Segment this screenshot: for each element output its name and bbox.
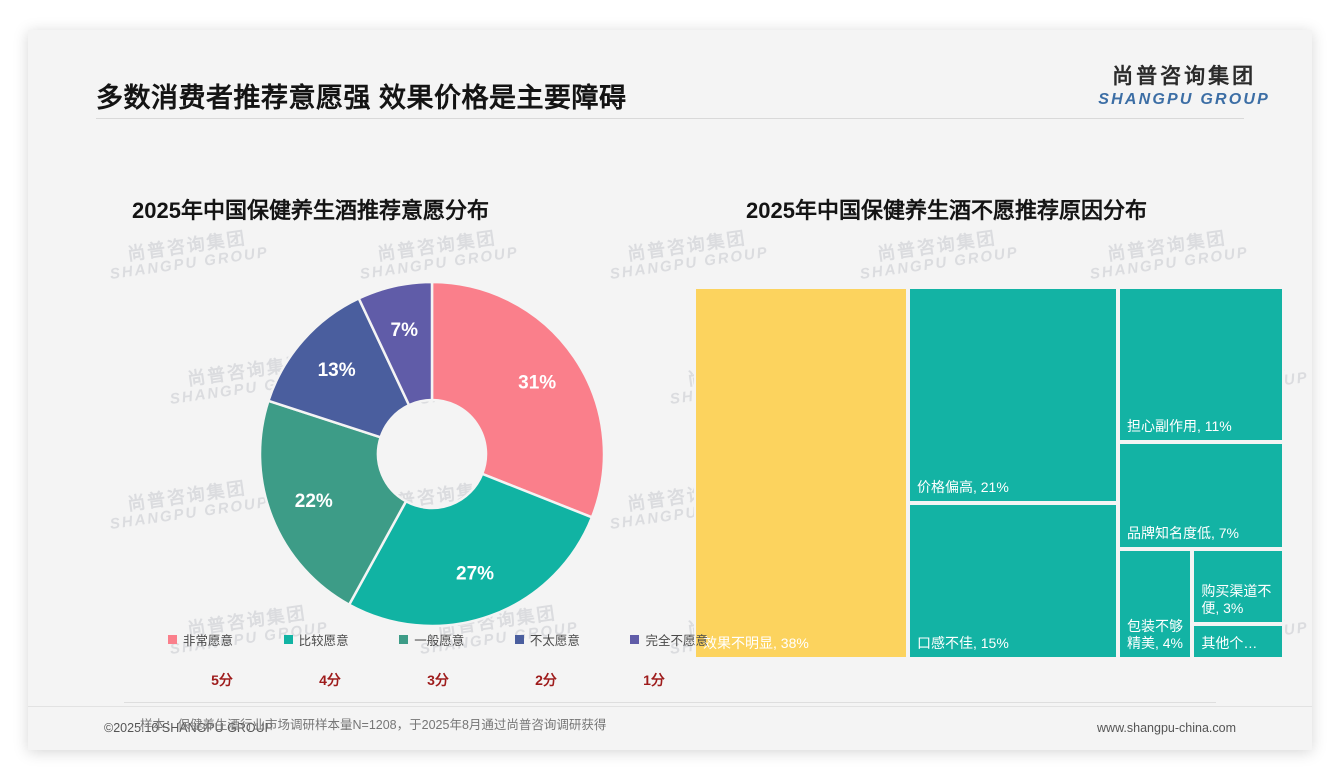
legend-label: 一般愿意 — [414, 634, 465, 648]
treemap-cell[interactable]: 担心副作用, 11% — [1117, 287, 1284, 442]
recommendation-willingness-donut-chart: 31% 27% 22% 13% 7% — [256, 278, 608, 630]
score-label: 4分 — [319, 672, 341, 688]
legend-label: 不太愿意 — [529, 634, 580, 648]
treemap-cell[interactable]: 其他个… — [1192, 623, 1284, 659]
legend-swatch-icon — [283, 635, 293, 644]
legend-label: 比较愿意 — [298, 634, 349, 648]
treemap-cell-label: 担心副作用, 11% — [1126, 417, 1232, 434]
treemap-cell-label: 品牌知名度低, 7% — [1126, 524, 1239, 541]
note-divider — [124, 702, 1216, 703]
slide: 多数消费者推荐意愿强 效果价格是主要障碍 尚普咨询集团 SHANGPU GROU… — [28, 30, 1312, 750]
treemap-cell-label: 购买渠道不便, 3% — [1201, 582, 1272, 616]
slide-footer: ©2025.10 SHANGPU GROUP www.shangpu-china… — [28, 706, 1312, 750]
donut-slice[interactable] — [430, 280, 606, 519]
donut-score-row: 5分 4分 3分 2分 1分 — [168, 670, 708, 690]
page-title: 多数消费者推荐意愿强 效果价格是主要障碍 — [96, 83, 627, 113]
treemap-cell[interactable]: 包装不够精美, 4% — [1117, 548, 1193, 659]
footer-website: www.shangpu-china.com — [1097, 721, 1236, 735]
donut-slice[interactable] — [357, 280, 434, 407]
treemap-cell-label: 其他个… — [1201, 634, 1258, 651]
donut-svg: 31% 27% 22% 13% 7% — [258, 280, 606, 628]
legend-item[interactable]: 比较愿意 — [283, 630, 349, 649]
legend-swatch-icon — [399, 635, 409, 644]
legend-swatch-icon — [514, 635, 524, 644]
legend-label: 非常愿意 — [183, 634, 234, 648]
treemap-cell[interactable]: 购买渠道不便, 3% — [1192, 548, 1284, 624]
treemap-cell[interactable]: 价格偏高, 21% — [907, 287, 1118, 504]
donut-slice-label: 27% — [456, 564, 494, 585]
score-label: 5分 — [211, 672, 233, 688]
legend-item[interactable]: 不太愿意 — [514, 630, 580, 649]
unwilling-reasons-treemap-chart: 效果不明显, 38% 价格偏高, 21% 口感不佳, 15% 担心副作用, 11% 品牌… — [694, 287, 1284, 659]
logo-english-text: SHANGPU GROUP — [1098, 91, 1270, 108]
company-logo: 尚普咨询集团 SHANGPU GROUP — [1098, 66, 1270, 108]
slide-header: 多数消费者推荐意愿强 效果价格是主要障碍 尚普咨询集团 SHANGPU GROU… — [28, 30, 1312, 120]
donut-slice-label: 31% — [518, 373, 556, 394]
treemap-cell-label: 包装不够精美, 4% — [1126, 617, 1183, 651]
treemap-cell[interactable]: 品牌知名度低, 7% — [1117, 442, 1284, 549]
treemap-cell-label: 价格偏高, 21% — [916, 479, 1009, 496]
treemap-cell[interactable]: 效果不明显, 38% — [694, 287, 908, 659]
legend-swatch-icon — [168, 635, 177, 644]
legend-swatch-icon — [630, 635, 640, 644]
header-divider — [96, 118, 1244, 119]
score-label: 3分 — [427, 672, 449, 688]
donut-legend: 非常愿意 比较愿意 一般愿意 不太愿意 完全不愿意 — [168, 630, 708, 649]
legend-label: 完全不愿意 — [645, 634, 708, 648]
legend-item[interactable]: 非常愿意 — [168, 630, 233, 649]
donut-slice-label: 13% — [318, 360, 356, 381]
right-chart-title: 2025年中国保健养生酒不愿推荐原因分布 — [746, 198, 1147, 223]
score-label: 2分 — [535, 672, 557, 688]
score-label: 1分 — [643, 672, 665, 688]
left-chart-title: 2025年中国保健养生酒推荐意愿分布 — [132, 198, 489, 223]
footer-copyright: ©2025.10 SHANGPU GROUP — [104, 721, 273, 735]
donut-slice-label: 22% — [295, 491, 333, 512]
sample-note: 样本：保健养生酒行业市场调研样本量N=1208，于2025年8月通过尚普咨询调研… — [140, 718, 607, 732]
donut-slice[interactable] — [258, 399, 408, 607]
donut-slice-label: 7% — [391, 320, 419, 341]
treemap-cell-label: 口感不佳, 15% — [916, 634, 1009, 651]
legend-item[interactable]: 一般愿意 — [399, 630, 464, 649]
legend-item[interactable]: 完全不愿意 — [630, 630, 708, 649]
treemap-cell[interactable]: 口感不佳, 15% — [907, 503, 1118, 659]
donut-slice[interactable] — [347, 472, 594, 628]
logo-chinese-text: 尚普咨询集团 — [1112, 65, 1257, 88]
treemap-cell-label: 效果不明显, 38% — [703, 634, 809, 651]
